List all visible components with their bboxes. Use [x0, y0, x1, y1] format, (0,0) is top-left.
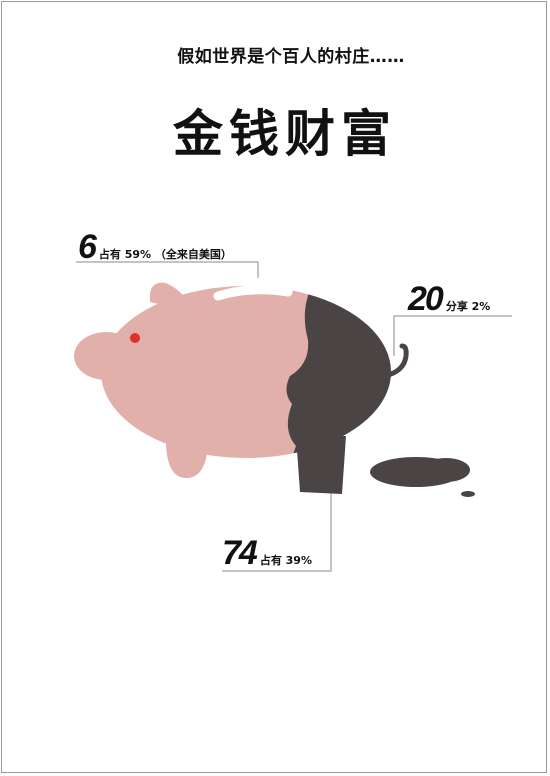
subtitle: 假如世界是个百人的村庄……	[177, 47, 405, 67]
stat-74: 74 占有 39%	[222, 534, 312, 573]
pig-ear	[149, 282, 192, 312]
stat-text: 占有 39%	[259, 554, 312, 567]
stat-text: 分享 2%	[445, 300, 491, 313]
coin-slot	[213, 285, 293, 301]
stat-6: 6 占有 59% （全来自美国）	[78, 228, 232, 267]
stat-number: 74	[222, 534, 258, 572]
puddle	[370, 457, 475, 497]
pig-front-leg	[165, 430, 209, 478]
pig-tail	[381, 343, 409, 379]
stat-number: 20	[408, 280, 444, 318]
stat-20: 20 分享 2%	[408, 280, 490, 319]
pig-eye	[130, 333, 140, 343]
page-title: 金钱财富	[173, 104, 397, 163]
stat-number: 6	[78, 228, 97, 266]
pig-snout	[74, 332, 138, 380]
leader-line-20	[393, 315, 512, 356]
leader-line-74	[222, 486, 332, 572]
stat-text: 占有 59% （全来自美国）	[98, 248, 232, 261]
leader-line-6	[76, 261, 259, 278]
